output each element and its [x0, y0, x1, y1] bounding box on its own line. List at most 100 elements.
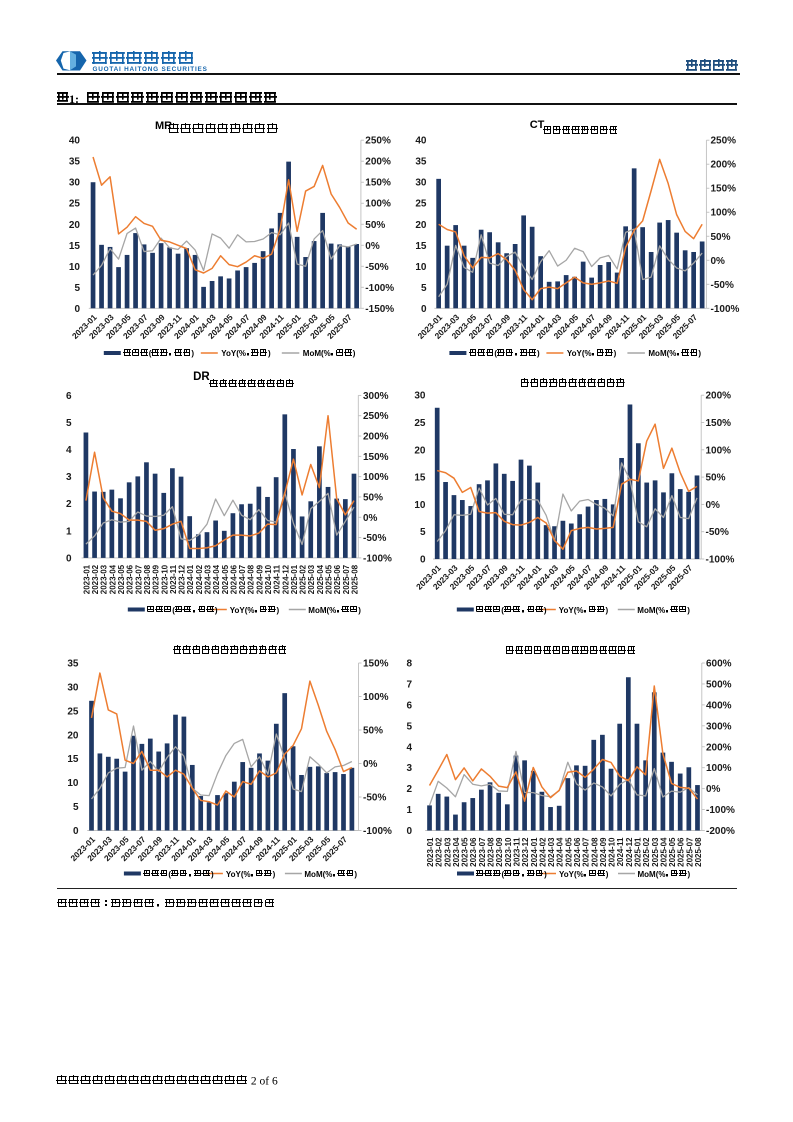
- svg-text:2024-04: 2024-04: [556, 837, 565, 867]
- svg-text:100%: 100%: [363, 692, 389, 703]
- svg-text:10: 10: [69, 262, 81, 273]
- svg-text:2025-03: 2025-03: [307, 564, 316, 594]
- svg-text:200%: 200%: [365, 157, 391, 168]
- svg-text:2025-06: 2025-06: [677, 837, 686, 867]
- svg-text:-50%: -50%: [711, 280, 734, 291]
- svg-text:2023-11: 2023-11: [512, 837, 521, 866]
- svg-text:2024-05: 2024-05: [221, 564, 230, 594]
- svg-text:150%: 150%: [711, 184, 737, 195]
- svg-text:25: 25: [67, 706, 79, 717]
- svg-text:2023-12: 2023-12: [178, 564, 187, 594]
- svg-text:50%: 50%: [365, 220, 385, 231]
- svg-text:2024-12: 2024-12: [625, 837, 634, 867]
- svg-text:50%: 50%: [706, 473, 726, 484]
- svg-text:100%: 100%: [365, 199, 391, 210]
- svg-text:4: 4: [66, 445, 72, 456]
- svg-text:2023-03: 2023-03: [443, 837, 452, 867]
- svg-text:2023-04: 2023-04: [452, 837, 461, 867]
- svg-text:100%: 100%: [711, 208, 737, 219]
- svg-text:-100%: -100%: [363, 826, 392, 837]
- svg-text:2024-10: 2024-10: [608, 837, 617, 867]
- svg-text:200%: 200%: [706, 391, 732, 402]
- svg-text:2023-01: 2023-01: [82, 564, 91, 594]
- svg-text:5: 5: [406, 721, 412, 732]
- svg-text:10: 10: [67, 778, 79, 789]
- svg-text:0%: 0%: [706, 784, 721, 795]
- svg-text:250%: 250%: [711, 136, 737, 147]
- svg-text:-50%: -50%: [363, 793, 386, 804]
- svg-text:2024-03: 2024-03: [547, 837, 556, 867]
- svg-text:150%: 150%: [706, 418, 732, 429]
- svg-text:2025-03: 2025-03: [651, 837, 660, 867]
- svg-text:50%: 50%: [711, 232, 731, 243]
- svg-text:10: 10: [415, 262, 427, 273]
- svg-text:2024-08: 2024-08: [247, 564, 256, 594]
- svg-text:25: 25: [69, 199, 81, 210]
- svg-text:2025-05: 2025-05: [325, 564, 334, 594]
- svg-text:2023-02: 2023-02: [435, 837, 444, 867]
- svg-text:2024-05: 2024-05: [564, 837, 573, 867]
- svg-text:5: 5: [420, 527, 426, 538]
- svg-text:35: 35: [67, 659, 79, 670]
- svg-text:30: 30: [414, 391, 426, 402]
- svg-text:2024-06: 2024-06: [229, 564, 238, 594]
- svg-text:0%: 0%: [711, 256, 726, 267]
- svg-text:2023-03: 2023-03: [100, 564, 109, 594]
- svg-text:35: 35: [69, 157, 81, 168]
- svg-text:30: 30: [415, 178, 427, 189]
- svg-text:2: 2: [406, 784, 412, 795]
- svg-text:2025-08: 2025-08: [350, 564, 359, 594]
- svg-text:4: 4: [406, 742, 412, 753]
- svg-text:40: 40: [69, 136, 81, 147]
- svg-text:100%: 100%: [706, 763, 732, 774]
- svg-text:200%: 200%: [363, 432, 389, 443]
- svg-text:2023-05: 2023-05: [117, 564, 126, 594]
- svg-text:8: 8: [406, 659, 412, 670]
- svg-text:-100%: -100%: [365, 283, 394, 294]
- svg-text:2024-01: 2024-01: [530, 837, 539, 867]
- svg-text:2025-01: 2025-01: [633, 837, 642, 867]
- svg-text:2024-11: 2024-11: [616, 837, 625, 866]
- svg-text:2024-08: 2024-08: [590, 837, 599, 867]
- svg-text:6: 6: [406, 700, 412, 711]
- svg-text:2024-12: 2024-12: [281, 564, 290, 594]
- svg-text:2023-09: 2023-09: [152, 564, 161, 594]
- svg-text:20: 20: [69, 220, 81, 231]
- svg-text:0%: 0%: [365, 241, 380, 252]
- svg-text:2025-02: 2025-02: [299, 564, 308, 594]
- svg-text:600%: 600%: [706, 659, 732, 670]
- svg-text:300%: 300%: [706, 721, 732, 732]
- svg-text:2024-01: 2024-01: [186, 564, 195, 594]
- svg-text:2023-08: 2023-08: [143, 564, 152, 594]
- svg-text:100%: 100%: [706, 445, 732, 456]
- svg-text:-100%: -100%: [706, 805, 735, 816]
- svg-text:0: 0: [406, 826, 412, 837]
- svg-text:2023-06: 2023-06: [469, 837, 478, 867]
- svg-text:-50%: -50%: [363, 533, 386, 544]
- svg-text:2024-09: 2024-09: [599, 837, 608, 867]
- svg-text:0: 0: [420, 555, 426, 566]
- svg-text:-100%: -100%: [706, 555, 735, 566]
- svg-text:2: 2: [66, 499, 72, 510]
- svg-text:0: 0: [421, 304, 427, 315]
- svg-text:30: 30: [69, 178, 81, 189]
- svg-text:500%: 500%: [706, 679, 732, 690]
- svg-text:2025-02: 2025-02: [642, 837, 651, 867]
- svg-text:100%: 100%: [363, 472, 389, 483]
- svg-text:5: 5: [421, 283, 427, 294]
- svg-text:2024-06: 2024-06: [573, 837, 582, 867]
- svg-text:300%: 300%: [363, 391, 389, 402]
- svg-text:2023-11: 2023-11: [169, 564, 178, 593]
- svg-text:2024-11: 2024-11: [273, 564, 282, 593]
- svg-text:-100%: -100%: [363, 553, 392, 564]
- svg-text:2025-07: 2025-07: [342, 564, 351, 594]
- svg-text:2023-09: 2023-09: [495, 837, 504, 867]
- svg-text:0%: 0%: [363, 759, 378, 770]
- svg-text:15: 15: [415, 241, 427, 252]
- svg-text:10: 10: [414, 500, 426, 511]
- svg-text:3: 3: [406, 763, 412, 774]
- svg-text:0: 0: [73, 826, 79, 837]
- svg-text:1: 1: [406, 805, 412, 816]
- svg-text:400%: 400%: [706, 700, 732, 711]
- svg-text:15: 15: [67, 754, 79, 765]
